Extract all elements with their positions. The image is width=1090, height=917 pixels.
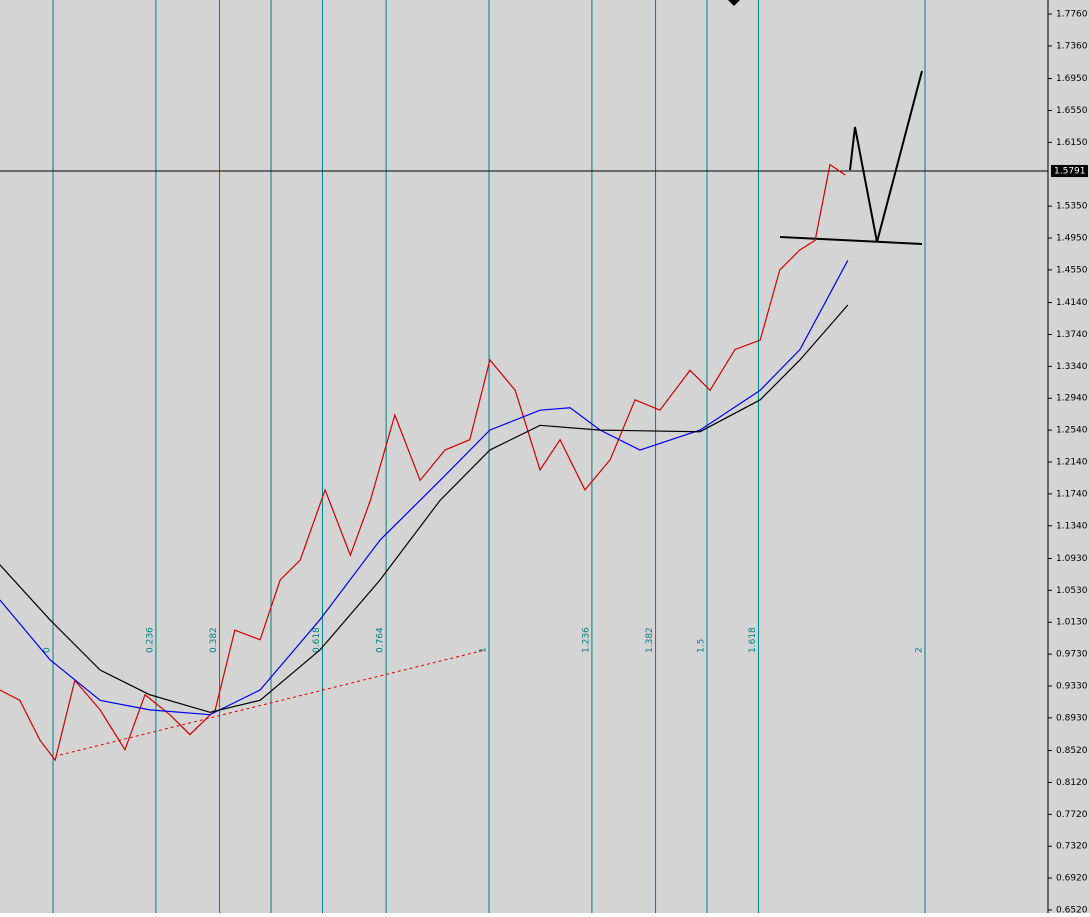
y-tick-label: 1.7360 xyxy=(1056,41,1088,51)
fib-zone-label: 2 xyxy=(915,647,925,653)
y-tick-label: 1.3740 xyxy=(1056,330,1088,340)
y-tick-label: 0.9730 xyxy=(1056,650,1088,660)
y-tick-label: 1.6150 xyxy=(1056,138,1088,148)
y-tick-label: 1.7760 xyxy=(1056,10,1088,20)
y-tick-label: 1.4140 xyxy=(1056,298,1088,308)
fib-zone-label: 0.382 xyxy=(209,627,219,653)
y-tick-label: 1.2140 xyxy=(1056,458,1088,468)
y-tick-label: 1.4550 xyxy=(1056,265,1088,275)
y-tick-label: 1.5350 xyxy=(1056,202,1088,212)
y-tick-label: 0.6520 xyxy=(1056,905,1088,913)
y-tick-label: 1.3340 xyxy=(1056,362,1088,372)
y-tick-label: 1.0130 xyxy=(1056,618,1088,628)
fib-zone-label: 1.382 xyxy=(645,627,655,653)
y-tick-label: 0.8120 xyxy=(1056,778,1088,788)
y-tick-label: 0.6920 xyxy=(1056,874,1088,884)
y-tick-label: 0.8520 xyxy=(1056,746,1088,756)
marker xyxy=(728,0,740,6)
support-line xyxy=(779,236,923,245)
y-tick-label: 1.6550 xyxy=(1056,106,1088,116)
fib-zone-label: 1.236 xyxy=(581,627,591,653)
fib-zone-label: 0 xyxy=(43,647,53,653)
y-tick-label: 1.1740 xyxy=(1056,489,1088,499)
price-line xyxy=(0,260,849,716)
fib-zone-label: 1 xyxy=(479,647,489,653)
fib-zone-label: 0.764 xyxy=(376,627,386,653)
fib-zone-label: 1.618 xyxy=(748,627,758,653)
y-tick-label: 0.7320 xyxy=(1056,842,1088,852)
price-line xyxy=(0,163,846,762)
y-tick-label: 1.2540 xyxy=(1056,426,1088,436)
fib-zone-label: 1.5 xyxy=(697,639,707,653)
y-tick-label: 1.2940 xyxy=(1056,394,1088,404)
y-tick-label: 0.8930 xyxy=(1056,713,1088,723)
y-tick-label: 0.9330 xyxy=(1056,681,1088,691)
price-line xyxy=(0,304,849,713)
y-tick-label: 1.4950 xyxy=(1056,234,1088,244)
y-tick-label: 1.1340 xyxy=(1056,521,1088,531)
fib-zone-label: 0.618 xyxy=(312,627,322,653)
y-tick-label: 1.6950 xyxy=(1056,74,1088,84)
current-price-box xyxy=(1051,164,1088,177)
trend-line xyxy=(59,649,486,756)
y-tick-label: 1.0530 xyxy=(1056,586,1088,596)
y-tick-label: 1.0930 xyxy=(1056,554,1088,564)
y-tick-label: 0.7720 xyxy=(1056,810,1088,820)
current-price-label: 1.5791 xyxy=(1054,166,1086,176)
fib-zone-label: 0.236 xyxy=(145,627,155,653)
projection-zigzag xyxy=(849,70,923,243)
